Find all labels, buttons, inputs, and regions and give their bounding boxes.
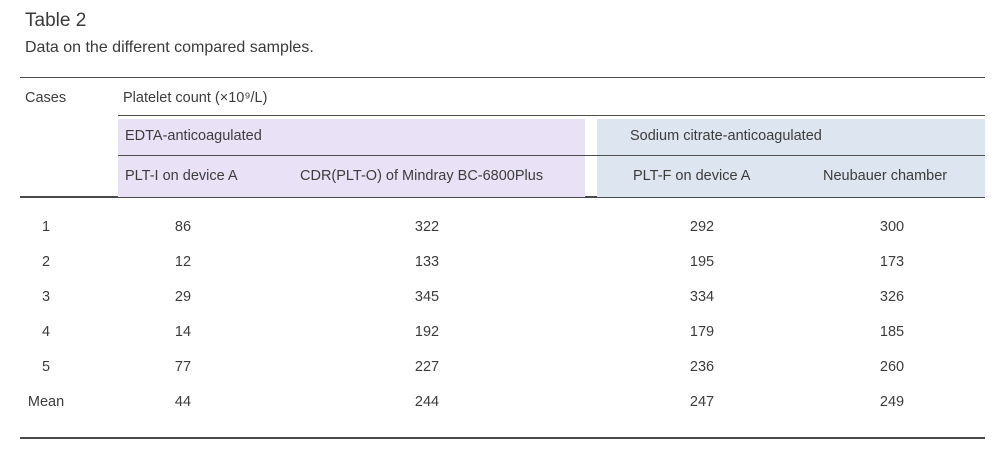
- group-header-sodium-citrate: Sodium citrate-anticoagulated: [630, 128, 822, 144]
- value-cell-neubauer: 260: [879, 359, 905, 375]
- column-header-plt-f: PLT-F on device A: [633, 168, 751, 184]
- value-cell-neubauer: 326: [879, 289, 905, 305]
- case-cell: Mean: [27, 394, 65, 410]
- value-cell-cdr: 192: [414, 324, 440, 340]
- column-header-platelet-count: Platelet count (×10⁹/L): [123, 90, 268, 106]
- value-cell-neubauer: 173: [879, 254, 905, 270]
- column-header-plt-i: PLT-I on device A: [125, 168, 238, 184]
- value-cell-cdr: 244: [414, 394, 440, 410]
- table-row: 2 12 133 195 173: [0, 245, 1000, 280]
- value-cell-cdr: 227: [414, 359, 440, 375]
- value-cell-plt-f: 334: [689, 289, 715, 305]
- rule-table-top: [20, 77, 985, 79]
- value-cell-plt-i: 14: [174, 324, 192, 340]
- table-caption-label: Table 2: [25, 10, 87, 31]
- rule-under-group-headers: [118, 155, 985, 157]
- value-cell-plt-i: 86: [174, 219, 192, 235]
- value-cell-plt-f: 195: [689, 254, 715, 270]
- case-cell: 4: [41, 324, 51, 340]
- table-row-mean: Mean 44 244 247 249: [0, 385, 1000, 420]
- table-row: 5 77 227 236 260: [0, 350, 1000, 385]
- case-cell: 5: [41, 359, 51, 375]
- table-row: 4 14 192 179 185: [0, 315, 1000, 350]
- value-cell-neubauer: 249: [879, 394, 905, 410]
- column-header-cases: Cases: [25, 90, 67, 106]
- case-cell: 2: [41, 254, 51, 270]
- value-cell-plt-i: 29: [174, 289, 192, 305]
- value-cell-neubauer: 300: [879, 219, 905, 235]
- value-cell-plt-i: 44: [174, 394, 192, 410]
- value-cell-neubauer: 185: [879, 324, 905, 340]
- value-cell-plt-f: 179: [689, 324, 715, 340]
- value-cell-cdr: 133: [414, 254, 440, 270]
- case-cell: 3: [41, 289, 51, 305]
- value-cell-plt-f: 292: [689, 219, 715, 235]
- value-cell-plt-f: 236: [689, 359, 715, 375]
- value-cell-cdr: 345: [414, 289, 440, 305]
- table-row: 3 29 345 334 326: [0, 280, 1000, 315]
- column-header-neubauer-chamber: Neubauer chamber: [823, 168, 948, 184]
- group-band-sodium-citrate: [597, 119, 985, 197]
- group-band-edta: [118, 119, 585, 197]
- table-row: 1 86 322 292 300: [0, 210, 1000, 245]
- value-cell-plt-i: 12: [174, 254, 192, 270]
- rule-table-bottom: [20, 437, 985, 440]
- rule-under-unit-header: [118, 115, 985, 117]
- table-caption-text: Data on the different compared samples.: [25, 39, 314, 56]
- value-cell-plt-i: 77: [174, 359, 192, 375]
- value-cell-plt-f: 247: [689, 394, 715, 410]
- value-cell-cdr: 322: [414, 219, 440, 235]
- case-cell: 1: [41, 219, 51, 235]
- group-header-edta: EDTA-anticoagulated: [125, 128, 262, 144]
- column-header-cdr-plt-o: CDR(PLT-O) of Mindray BC-6800Plus: [300, 168, 544, 184]
